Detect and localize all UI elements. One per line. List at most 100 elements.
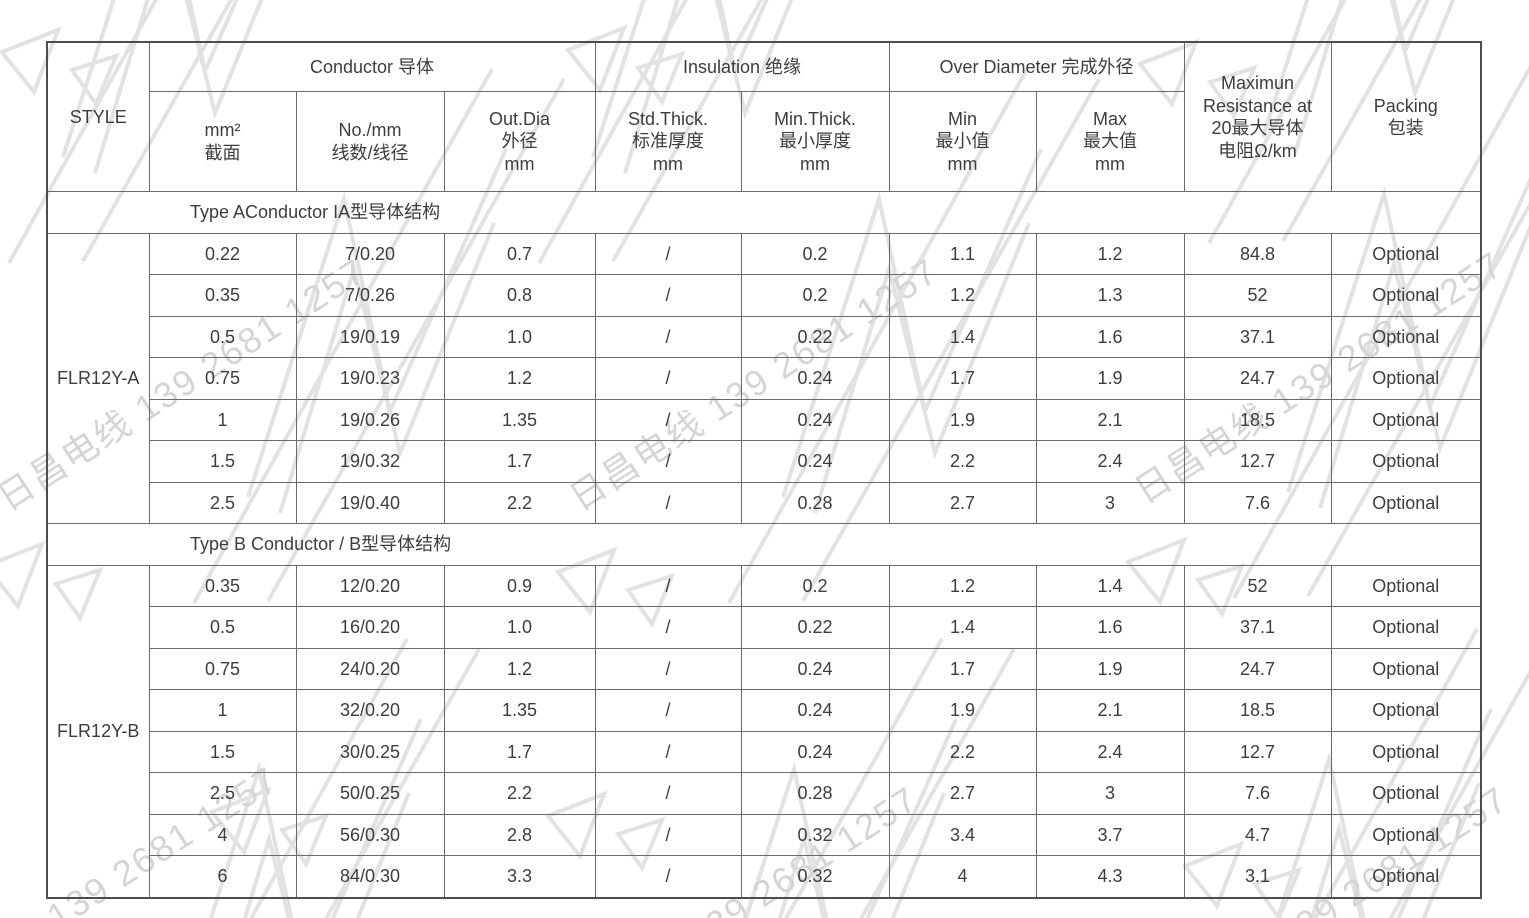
cell: 2.5 [148, 481, 297, 524]
table-row: 6 84/0.30 3.3/0.32 4 4.3 3.1 Optional [47, 855, 1482, 898]
cell: 2.2 [443, 772, 596, 815]
cell: 4 [888, 855, 1037, 898]
table-row: 2.5 19/0.40 2.2/0.28 2.7 3 7.6 Optional [47, 481, 1482, 524]
cell: 37.1 [1183, 315, 1332, 358]
cell: / [594, 689, 742, 732]
cell: 0.35 [148, 274, 297, 317]
cell: 1.6 [1035, 315, 1185, 358]
cell: 18.5 [1183, 398, 1332, 441]
group-header-conductor: Conductor 导体 [148, 41, 596, 92]
cell: 50/0.25 [295, 772, 445, 815]
table-row: FLR12Y-A 0.22 7/0.20 0.7/0.2 1.1 1.2 84.8 Optio… [46, 232, 1482, 524]
cell: 1.2 [1035, 232, 1185, 275]
cell: 24.7 [1183, 357, 1332, 400]
cell: 1.3 [1035, 274, 1185, 317]
cell: Optional [1330, 357, 1482, 400]
cell: 19/0.32 [295, 440, 445, 483]
cell: 2.4 [1035, 440, 1185, 483]
cell: 3.1 [1183, 855, 1332, 898]
table-row: 2.5 50/0.25 2.2/0.28 2.7 3 7.6 Optional [47, 772, 1482, 815]
cell: 19/0.19 [295, 315, 445, 358]
cable-spec-table: STYLE Conductor 导体 Insulation 绝缘 Over Di… [46, 41, 1482, 899]
cell: 1.35 [443, 689, 596, 732]
cell: Optional [1330, 481, 1482, 524]
cell: 0.24 [740, 730, 890, 773]
group-header-over-diameter: Over Diameter 完成外径 [888, 41, 1185, 92]
column-header-std-thick: Std.Thick. 标准厚度 mm [594, 91, 742, 192]
cell: Optional [1330, 564, 1482, 607]
cell: 1.2 [888, 564, 1037, 607]
cell: 0.35 [148, 564, 297, 607]
cell: 0.24 [740, 647, 890, 690]
cell: Optional [1330, 772, 1482, 815]
cell: 84.8 [1183, 232, 1332, 275]
cell: / [594, 440, 742, 483]
column-header-style: STYLE [46, 41, 150, 192]
cell: Optional [1330, 398, 1482, 441]
cell: 0.22 [740, 315, 890, 358]
cell: 0.5 [148, 606, 297, 649]
table-row: 0.75 19/0.23 1.2/0.24 1.7 1.9 24.7 Optional [47, 357, 1482, 400]
cell: Optional [1330, 315, 1482, 358]
cell: 1 [148, 689, 297, 732]
table-row: 1 32/0.20 1.35/0.24 1.9 2.1 18.5 Optional [47, 689, 1482, 732]
cell: 1.4 [888, 606, 1037, 649]
cell: 0.28 [740, 772, 890, 815]
cell: 0.24 [740, 440, 890, 483]
cell: 52 [1183, 564, 1332, 607]
cell: / [594, 232, 742, 275]
cell: 0.22 [148, 232, 297, 275]
cell: 52 [1183, 274, 1332, 317]
cell: Optional [1330, 606, 1482, 649]
cell: / [594, 647, 742, 690]
cell: / [594, 564, 742, 607]
cell: 1.0 [443, 606, 596, 649]
cell: 2.2 [888, 730, 1037, 773]
cell: 0.75 [148, 357, 297, 400]
cell: 1.7 [888, 647, 1037, 690]
cell: 0.28 [740, 481, 890, 524]
cell: 4.3 [1035, 855, 1185, 898]
cell: 19/0.40 [295, 481, 445, 524]
cell: 1.35 [443, 398, 596, 441]
section-title: Type AConductor IA型导体结构 [46, 191, 1482, 234]
cell: 37.1 [1183, 606, 1332, 649]
cell: 7/0.26 [295, 274, 445, 317]
cell: 2.5 [148, 772, 297, 815]
cell: 1.9 [888, 689, 1037, 732]
cell: / [594, 315, 742, 358]
cell: 7.6 [1183, 481, 1332, 524]
cell: 2.7 [888, 772, 1037, 815]
cell: 1.9 [1035, 647, 1185, 690]
cell: 0.2 [740, 274, 890, 317]
cell: 2.8 [443, 813, 596, 856]
cell: / [594, 813, 742, 856]
table-row: FLR12Y-B 0.35 12/0.20 0.9/0.2 1.2 1.4 52 Option… [46, 564, 1482, 898]
table-row: 1.5 19/0.32 1.7/0.24 2.2 2.4 12.7 Optional [47, 440, 1482, 483]
cell: 0.24 [740, 357, 890, 400]
cell: 0.8 [443, 274, 596, 317]
cell: Optional [1330, 274, 1482, 317]
cell: 12/0.20 [295, 564, 445, 607]
section-title: Type B Conductor / B型导体结构 [46, 523, 1482, 566]
cell: 1.5 [148, 730, 297, 773]
cell: 4.7 [1183, 813, 1332, 856]
cell: 1.4 [1035, 564, 1185, 607]
cell: 2.1 [1035, 398, 1185, 441]
cell: 32/0.20 [295, 689, 445, 732]
cell: 0.9 [443, 564, 596, 607]
cell: 0.7 [443, 232, 596, 275]
cell: 0.2 [740, 232, 890, 275]
cell: / [594, 274, 742, 317]
column-header-min: Min 最小值 mm [888, 91, 1037, 192]
cell: 1.0 [443, 315, 596, 358]
cell: 0.75 [148, 647, 297, 690]
cell: 0.24 [740, 689, 890, 732]
cell: 2.2 [888, 440, 1037, 483]
cell: 1.9 [888, 398, 1037, 441]
cell: 12.7 [1183, 440, 1332, 483]
cell: 1.7 [443, 730, 596, 773]
cell: 1.7 [888, 357, 1037, 400]
cell: 0.2 [740, 564, 890, 607]
cell: 12.7 [1183, 730, 1332, 773]
